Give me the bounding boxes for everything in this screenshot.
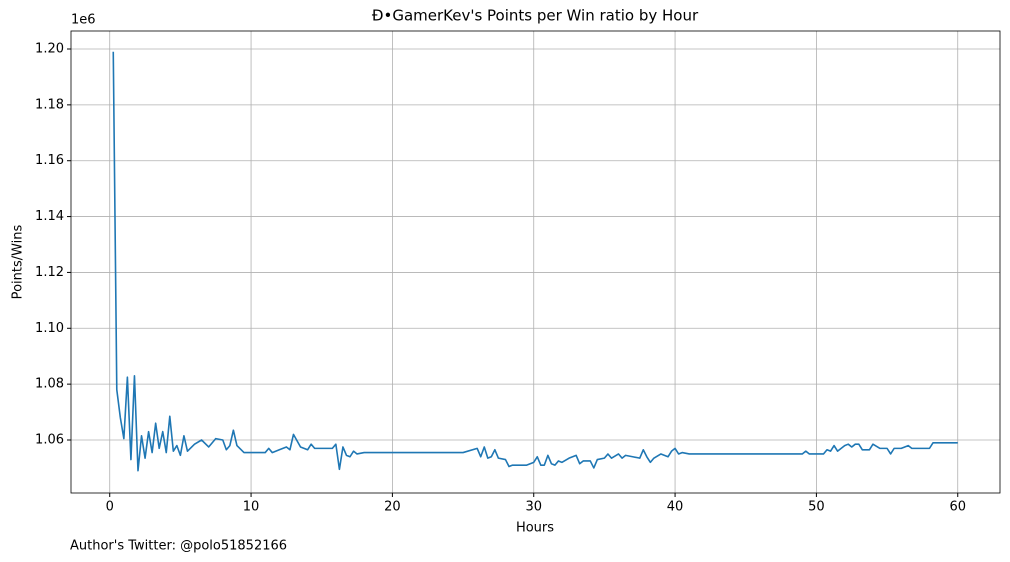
x-tick-label: 50 xyxy=(808,500,825,515)
data-line xyxy=(112,51,958,472)
y-tick-label: 1.08 xyxy=(35,377,64,392)
chart-title: Đ•GamerKev's Points per Win ratio by Hou… xyxy=(372,7,699,25)
x-tick-label: 40 xyxy=(667,500,684,515)
y-axis-label: Points/Wins xyxy=(11,224,26,299)
x-tick-label: 10 xyxy=(243,500,260,515)
x-tick-label: 30 xyxy=(525,500,542,515)
plot-frame xyxy=(70,30,1001,494)
x-tick-label: 0 xyxy=(106,500,114,515)
y-tick-label: 1.12 xyxy=(35,265,64,280)
x-axis-label: Hours xyxy=(516,521,554,536)
x-tick-label: 20 xyxy=(384,500,401,515)
y-tick-label: 1.16 xyxy=(35,153,64,168)
y-tick-label: 1.14 xyxy=(35,209,64,224)
y-tick-label: 1.10 xyxy=(35,321,64,336)
footer: Author's Twitter: @polo51852166 xyxy=(70,539,287,554)
x-tick-label: 60 xyxy=(949,500,966,515)
y-tick-label: 1.18 xyxy=(35,97,64,112)
y-tick-label: 1.20 xyxy=(35,41,64,56)
y-offset-label: 1e6 xyxy=(71,13,96,28)
y-tick-label: 1.06 xyxy=(35,432,64,447)
